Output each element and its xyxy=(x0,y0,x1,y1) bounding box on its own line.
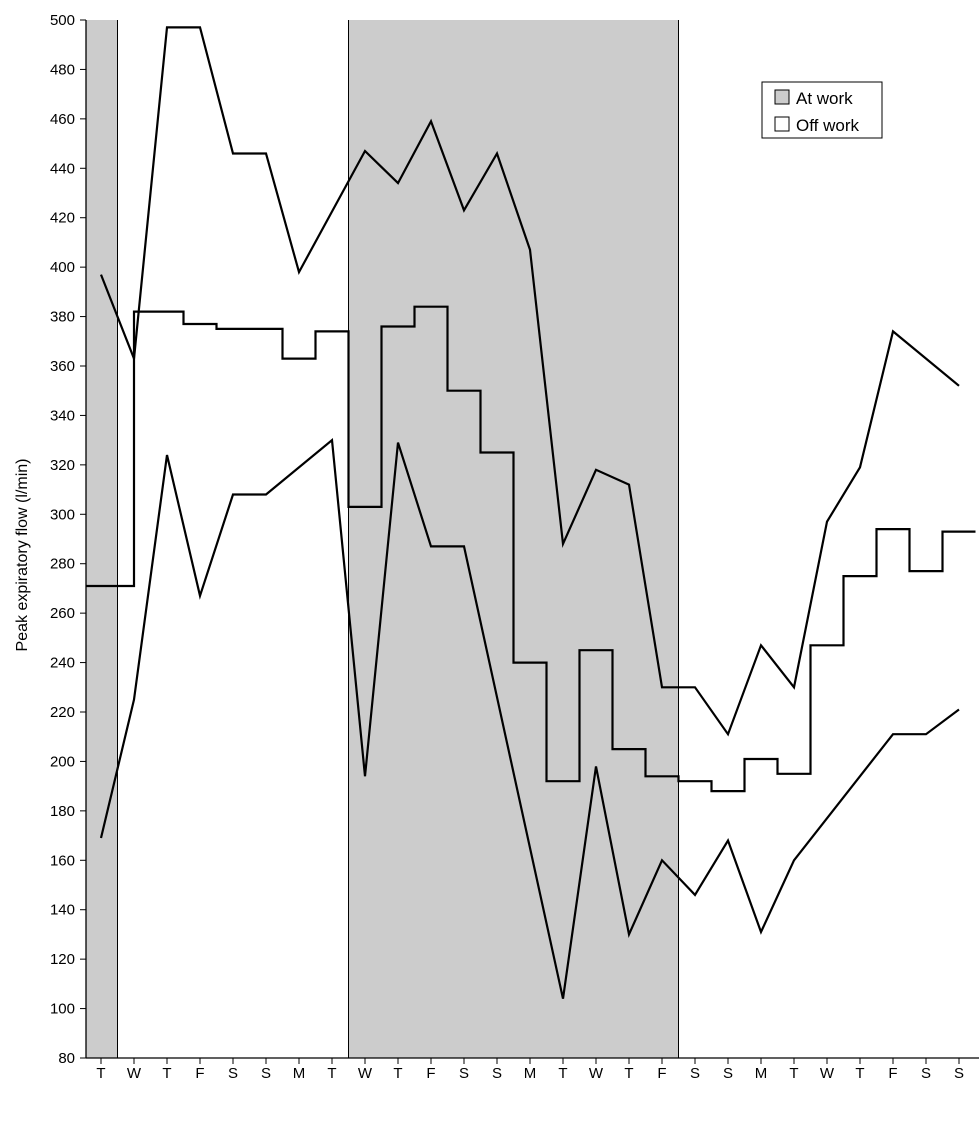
x-tick-label: S xyxy=(228,1065,238,1082)
y-tick-label: 380 xyxy=(50,309,75,326)
y-tick-label: 80 xyxy=(58,1050,75,1067)
y-tick-label: 400 xyxy=(50,259,75,276)
y-tick-label: 280 xyxy=(50,556,75,573)
x-tick-label: M xyxy=(293,1065,306,1082)
y-axis-title: Peak expiratory flow (l/min) xyxy=(14,459,31,652)
y-tick-label: 140 xyxy=(50,902,75,919)
y-tick-label: 440 xyxy=(50,160,75,177)
legend-swatch-off-work xyxy=(774,116,790,132)
y-tick-label: 260 xyxy=(50,605,75,622)
legend: At work Off work xyxy=(761,81,883,139)
x-tick-label: F xyxy=(657,1065,666,1082)
x-tick-label: S xyxy=(492,1065,502,1082)
y-tick-label: 320 xyxy=(50,457,75,474)
y-tick-label: 100 xyxy=(50,1001,75,1018)
x-tick-label: F xyxy=(426,1065,435,1082)
series-line-3 xyxy=(99,437,960,999)
x-tick-label: M xyxy=(755,1065,768,1082)
x-tick-label: T xyxy=(393,1065,402,1082)
y-tick-label: 340 xyxy=(50,407,75,424)
y-tick-label: 160 xyxy=(50,852,75,869)
series-line-2 xyxy=(86,305,976,793)
x-tick-label: W xyxy=(358,1065,373,1082)
series-lines xyxy=(86,26,976,999)
series-line-1 xyxy=(99,26,960,737)
y-tick-label: 200 xyxy=(50,753,75,770)
legend-label-off-work: Off work xyxy=(796,116,859,135)
y-tick-label: 120 xyxy=(50,951,75,968)
y-axis-title-group: Peak expiratory flow (l/min) xyxy=(14,459,31,652)
x-tick-label: S xyxy=(723,1065,733,1082)
x-tick-label: S xyxy=(459,1065,469,1082)
y-tick-label: 220 xyxy=(50,704,75,721)
x-tick-label: S xyxy=(921,1065,931,1082)
x-tick-label: S xyxy=(954,1065,964,1082)
x-tick-label: W xyxy=(820,1065,835,1082)
shaded-periods xyxy=(85,20,679,1058)
x-tick-label: F xyxy=(195,1065,204,1082)
y-tick-label: 480 xyxy=(50,61,75,78)
y-tick-label: 240 xyxy=(50,655,75,672)
y-tick-label: 500 xyxy=(50,12,75,29)
x-tick-label: S xyxy=(690,1065,700,1082)
x-tick-label: T xyxy=(327,1065,336,1082)
x-tick-label: T xyxy=(624,1065,633,1082)
y-tick-label: 180 xyxy=(50,803,75,820)
x-tick-label: T xyxy=(789,1065,798,1082)
y-tick-label: 300 xyxy=(50,506,75,523)
legend-swatch-at-work xyxy=(774,89,790,105)
x-tick-label: T xyxy=(96,1065,105,1082)
at-work-period-1 xyxy=(86,20,118,1058)
x-tick-label: W xyxy=(127,1065,142,1082)
x-tick-label: T xyxy=(162,1065,171,1082)
axes: 80 100 120 140 160 180 200 220 240 260 280 300 320 34… xyxy=(50,12,979,1082)
y-tick-label: 360 xyxy=(50,358,75,375)
x-tick-label: F xyxy=(888,1065,897,1082)
x-tick-label: S xyxy=(261,1065,271,1082)
x-tick-label: T xyxy=(855,1065,864,1082)
y-tick-label: 420 xyxy=(50,210,75,227)
legend-label-at-work: At work xyxy=(796,89,853,108)
y-tick-label: 460 xyxy=(50,111,75,128)
x-tick-label: T xyxy=(558,1065,567,1082)
x-tick-label: W xyxy=(589,1065,604,1082)
x-tick-label: M xyxy=(524,1065,537,1082)
